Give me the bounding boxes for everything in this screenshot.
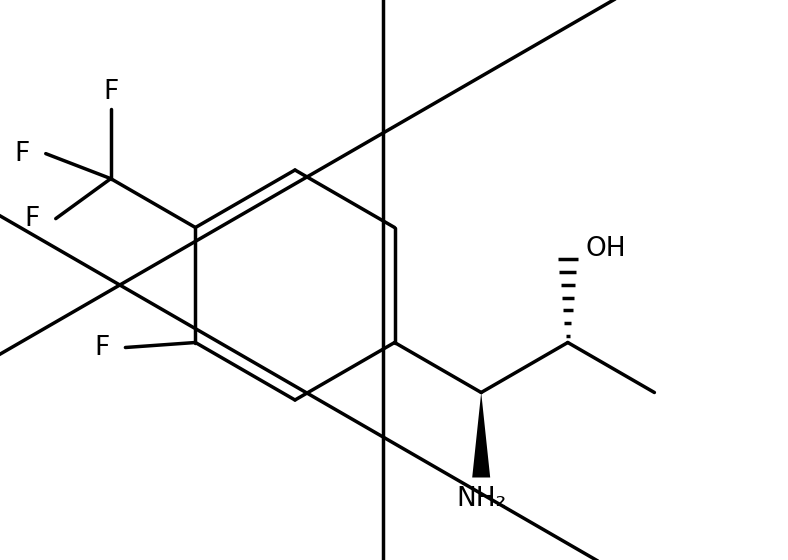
Text: F: F	[103, 78, 118, 105]
Polygon shape	[472, 393, 490, 478]
Text: NH₂: NH₂	[456, 486, 507, 511]
Text: F: F	[24, 206, 39, 232]
Text: F: F	[94, 334, 110, 361]
Text: F: F	[14, 141, 30, 167]
Text: OH: OH	[585, 236, 626, 262]
